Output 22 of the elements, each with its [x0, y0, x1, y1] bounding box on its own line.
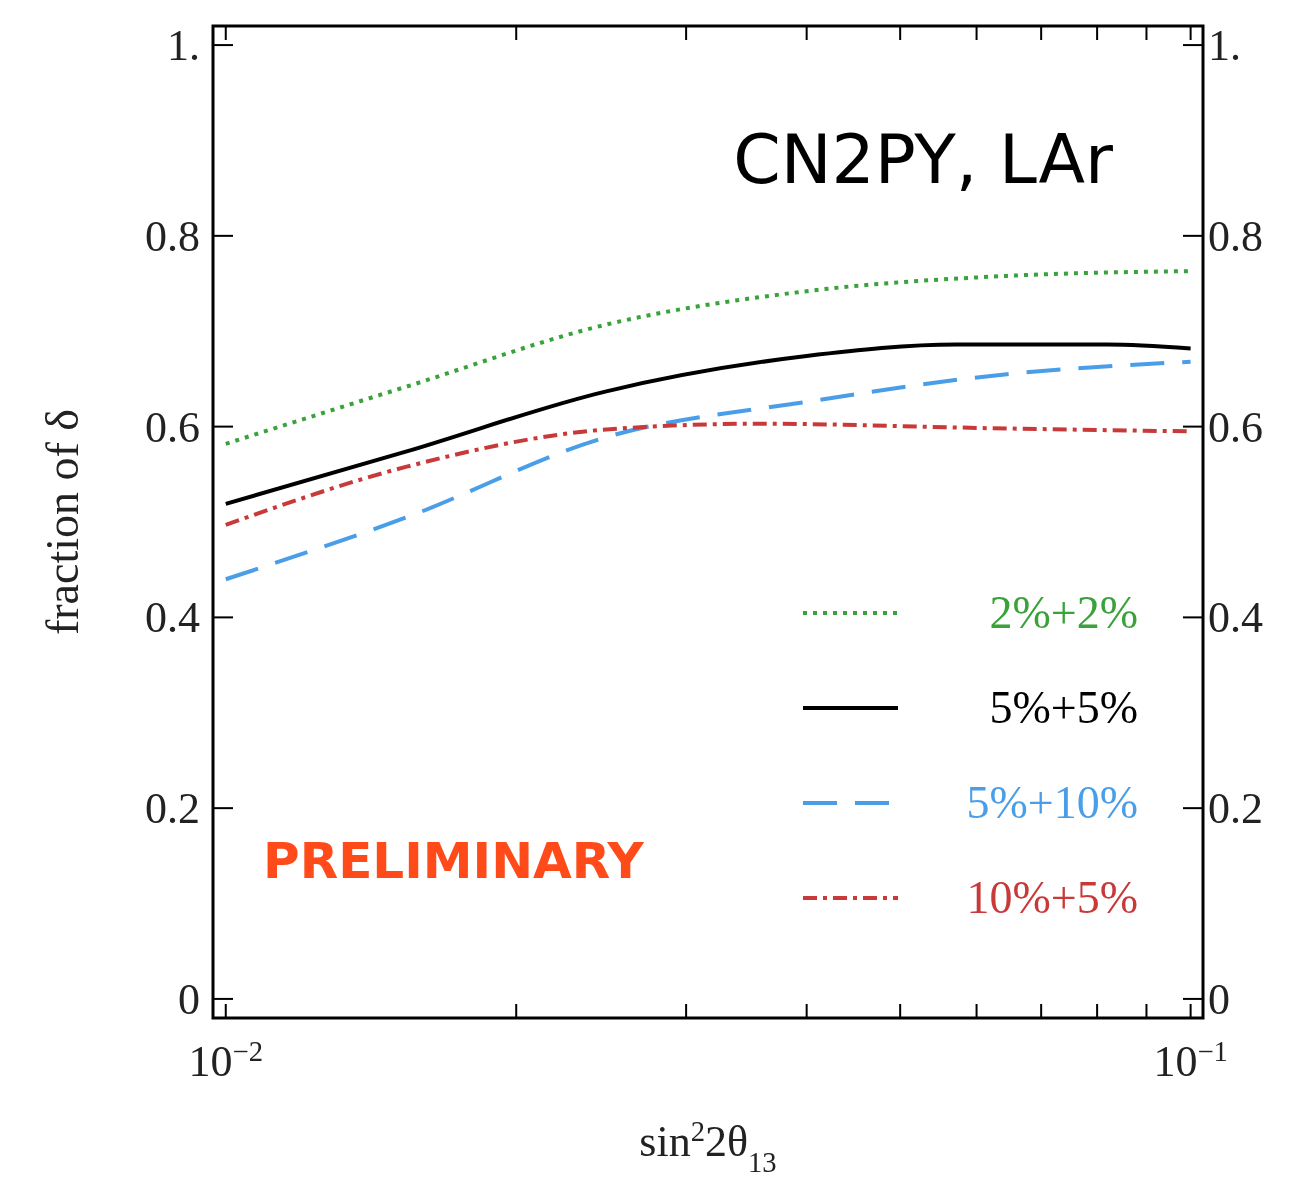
y2-tick-label: 0: [1208, 974, 1230, 1024]
legend-label: 2%+2%: [989, 587, 1138, 638]
y2-tick-label: 0.6: [1208, 402, 1263, 452]
y-tick-label: 0: [178, 974, 200, 1024]
legend-label: 5%+10%: [966, 777, 1138, 828]
annotation: PRELIMINARY: [263, 832, 645, 890]
x-tick-label: 10$^{−1}$: [1153, 1035, 1228, 1086]
y2-tick-label: 0.8: [1208, 211, 1263, 261]
annotation: CN2PY, LAr: [733, 120, 1114, 199]
y-tick-label: 0.8: [145, 211, 200, 261]
legend-label: 10%+5%: [966, 872, 1138, 923]
y2-tick-label: 1.: [1208, 21, 1241, 71]
y-tick-label: 1.: [167, 21, 200, 71]
y-tick-label: 0.6: [145, 402, 200, 452]
y-tick-label: 0.4: [145, 593, 200, 643]
x-axis-title: sin$^{2}$2θ$_{13}$: [639, 1115, 777, 1178]
y-tick-label: 0.2: [145, 784, 200, 834]
y2-tick-label: 0.4: [1208, 593, 1263, 643]
y-axis-title: fraction of δ: [37, 408, 88, 636]
legend-label: 5%+5%: [989, 682, 1138, 733]
y2-tick-label: 0.2: [1208, 784, 1263, 834]
x-tick-label: 10$^{−2}$: [188, 1035, 263, 1086]
